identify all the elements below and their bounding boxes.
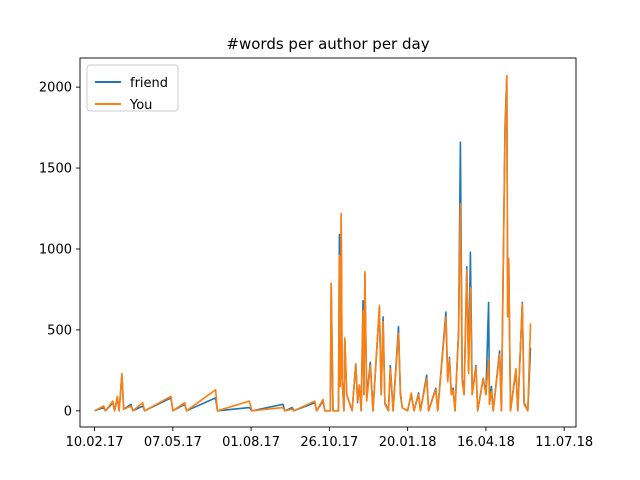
x-tick-label: 11.07.18 bbox=[535, 435, 593, 450]
series-lines bbox=[94, 75, 532, 412]
y-tick-label: 1500 bbox=[39, 162, 72, 177]
axes-frame bbox=[79, 57, 577, 428]
series-line-you bbox=[94, 75, 532, 412]
x-tick-label: 16.04.18 bbox=[457, 435, 515, 450]
x-tick-label: 10.02.17 bbox=[66, 435, 124, 450]
x-tick-label: 26.10.17 bbox=[300, 435, 358, 450]
y-tick-label: 0 bbox=[64, 404, 72, 419]
y-tick-label: 2000 bbox=[39, 81, 72, 96]
plot-area: 0 500 1000 1500 2000 10.02.17 07.05.17 01.08.17… bbox=[39, 57, 593, 450]
x-tick-label: 07.05.17 bbox=[144, 435, 202, 450]
legend-label-you: You bbox=[129, 98, 152, 113]
y-tick-label: 1000 bbox=[39, 242, 72, 257]
chart-title: #words per author per day bbox=[226, 35, 429, 53]
legend-box bbox=[86, 64, 179, 112]
x-tick-label: 20.01.18 bbox=[379, 435, 437, 450]
legend: friend You bbox=[86, 64, 179, 113]
x-tick-label: 01.08.17 bbox=[222, 435, 280, 450]
y-tick-label: 500 bbox=[47, 323, 72, 338]
legend-label-friend: friend bbox=[130, 76, 168, 91]
